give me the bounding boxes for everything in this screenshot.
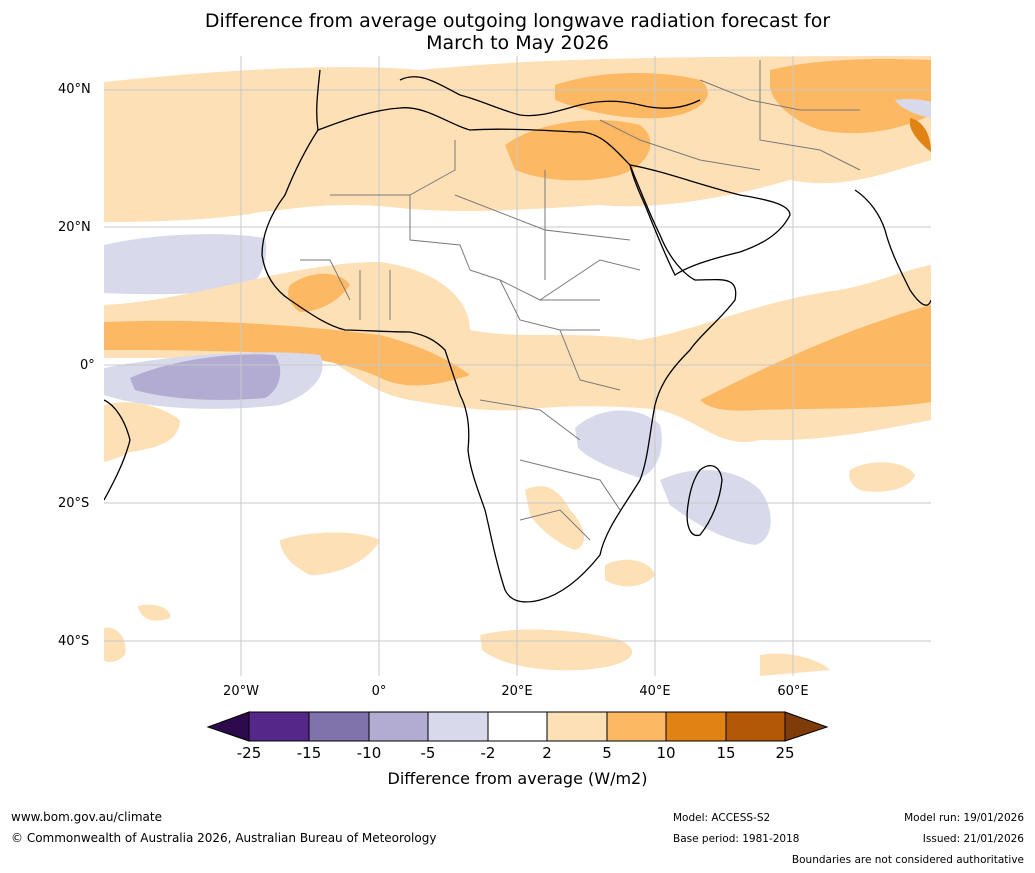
- colorbar-tick: -10: [356, 744, 382, 762]
- colorbar-extend-below: [206, 711, 250, 742]
- footer-base-period: Base period: 1981-2018: [673, 833, 800, 845]
- colorbar-segment-neg15-neg10: [308, 711, 370, 742]
- colorbar-tick: 15: [716, 744, 736, 762]
- south-america-coastline: [104, 399, 131, 501]
- anomaly-region-south-4: [480, 629, 633, 671]
- anomaly-layer: [104, 56, 931, 676]
- coastlines: [104, 69, 931, 603]
- anomaly-region-atlantic-north: [104, 234, 267, 295]
- footer-disclaimer: Boundaries are not considered authoritat…: [791, 854, 1024, 866]
- colorbar-segment-neg10-neg5: [368, 711, 429, 742]
- colorbar-tick: -15: [296, 744, 322, 762]
- footer-model-run: Model run: 19/01/2026: [904, 812, 1024, 824]
- colorbar-tick: 5: [602, 744, 612, 762]
- madagascar-coastline: [686, 465, 723, 537]
- anomaly-region-atlantic-equatorial-mid: [130, 354, 281, 400]
- lat-label-40n: 40°N: [58, 82, 91, 97]
- anomaly-region-south-atlantic-1: [104, 402, 180, 462]
- anomaly-region-tibet: [910, 118, 931, 152]
- europe-coastline: [316, 69, 701, 131]
- colorbar-label: Difference from average (W/m2): [387, 769, 648, 788]
- colorbar-segment-neg2-2: [487, 711, 548, 742]
- anomaly-region-south-1: [605, 559, 655, 587]
- footer-copyright: © Commonwealth of Australia 2026, Austra…: [11, 831, 437, 845]
- footer-issued: Issued: 21/01/2026: [922, 833, 1024, 845]
- lon-label-60e: 60°E: [777, 684, 809, 699]
- anomaly-region-south-3: [104, 627, 126, 663]
- footer-model: Model: ACCESS-S2: [673, 812, 771, 824]
- anomaly-region-west-africa: [288, 273, 350, 312]
- lat-label-0: 0°: [80, 358, 95, 373]
- colorbar-segment-neg5-neg2: [427, 711, 489, 742]
- lat-label-40s: 40°S: [58, 634, 90, 649]
- lon-label-0: 0°: [371, 684, 387, 699]
- lon-label-20e: 20°E: [501, 684, 533, 699]
- anomaly-region-south-atlantic-2: [280, 532, 380, 575]
- colorbar-segment-2-5: [546, 711, 608, 742]
- anomaly-region-southern-africa: [525, 486, 585, 550]
- anomaly-region-south-5: [760, 653, 830, 676]
- graticule: [104, 56, 931, 676]
- anomaly-region-indian-ocean: [700, 305, 931, 411]
- lat-label-20n: 20°N: [58, 220, 91, 235]
- india-coastline: [854, 189, 931, 306]
- country-borders: [300, 60, 861, 541]
- africa-coastline: [261, 107, 737, 603]
- anomaly-region-mediterranean: [505, 120, 651, 181]
- colorbar-extend-above: [784, 711, 829, 742]
- anomaly-region-south-indian: [849, 462, 915, 492]
- anomaly-region-south-2: [138, 604, 171, 621]
- title-line-1: Difference from average outgoing longwav…: [204, 10, 831, 32]
- colorbar-segment-15-25: [725, 711, 786, 742]
- arabia-coastline: [629, 164, 791, 276]
- lat-label-20s: 20°S: [58, 496, 90, 511]
- colorbar-tick: 2: [542, 744, 552, 762]
- colorbar-tick: -5: [420, 744, 436, 762]
- anomaly-region-southeast-africa: [575, 410, 662, 478]
- colorbar-segment-10-15: [665, 711, 727, 742]
- anomaly-region-himalaya: [895, 99, 931, 118]
- colorbar-tick: -2: [480, 744, 496, 762]
- chart-title: Difference from average outgoing longwav…: [0, 10, 1035, 54]
- anomaly-region-middle-east: [555, 73, 708, 119]
- footer-website: www.bom.gov.au/climate: [11, 810, 162, 824]
- colorbar-segment-5-10: [606, 711, 667, 742]
- colorbar-segment-neg25-neg15: [248, 711, 310, 742]
- colorbar-tick: 25: [775, 744, 795, 762]
- colorbar-tick: 10: [656, 744, 676, 762]
- lon-label-40e: 40°E: [639, 684, 671, 699]
- lon-label-20w: 20°W: [223, 684, 259, 699]
- title-line-2: March to May 2026: [426, 32, 609, 54]
- anomaly-region-central-asia: [770, 59, 931, 134]
- colorbar-tick: -25: [236, 744, 262, 762]
